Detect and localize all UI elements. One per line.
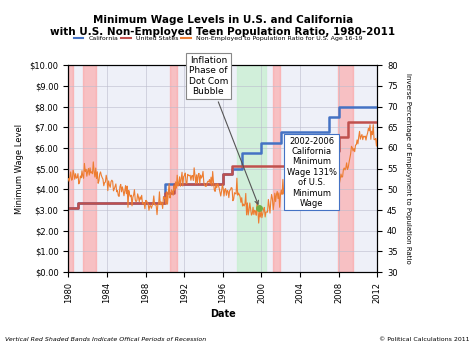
- Y-axis label: Minimum Wage Level: Minimum Wage Level: [15, 123, 24, 214]
- Bar: [170, 65, 177, 272]
- Title: Minimum Wage Levels in U.S. and California
with U.S. Non-Employed Teen Populatio: Minimum Wage Levels in U.S. and Californ…: [50, 15, 395, 36]
- Bar: [83, 65, 96, 272]
- Bar: [237, 65, 266, 272]
- Bar: [68, 65, 73, 272]
- Text: Vertical Red Shaded Bands Indicate Offical Periods of Recession: Vertical Red Shaded Bands Indicate Offic…: [5, 337, 206, 342]
- Bar: [337, 65, 353, 272]
- Text: © Political Calculations 2011: © Political Calculations 2011: [379, 337, 469, 342]
- Text: 2002-2006
California
Minimum
Wage 131%
of U.S.
Minimum
Wage: 2002-2006 California Minimum Wage 131% o…: [287, 137, 337, 208]
- X-axis label: Date: Date: [210, 309, 236, 319]
- Y-axis label: Inverse Percentage of Employment to Population Ratio: Inverse Percentage of Employment to Popu…: [405, 73, 411, 264]
- Bar: [273, 65, 280, 272]
- Legend: California, United States, Non-Employed to Population Ratio for U.S. Age 16-19: California, United States, Non-Employed …: [72, 33, 365, 43]
- Text: Inflation
Phase of
Dot Com
Bubble: Inflation Phase of Dot Com Bubble: [189, 56, 258, 204]
